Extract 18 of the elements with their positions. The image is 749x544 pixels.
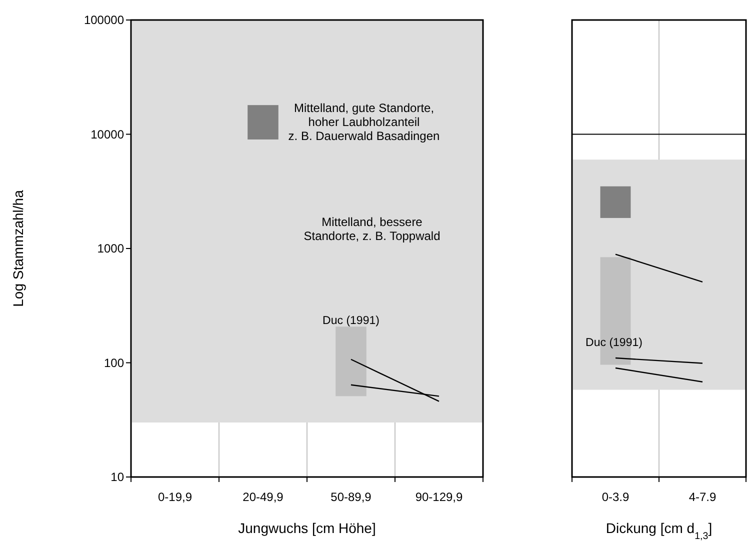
annotation: Duc (1991)	[586, 337, 643, 349]
x-tick-label: 0-3.9	[602, 490, 630, 504]
x-tick-label: 20-49,9	[242, 490, 284, 504]
y-tick-label: 100	[104, 356, 124, 370]
y-tick-label: 10	[110, 470, 124, 484]
y-tick-label: 1000	[97, 242, 124, 256]
x-tick-label: 4-7.9	[688, 490, 716, 504]
x-tick-label: 90-129,9	[415, 490, 464, 504]
x-tick-label: 0-19,9	[158, 490, 192, 504]
x-axis-title: Dickung [cm d$_{1,3}$]	[606, 520, 712, 542]
y-tick-label: 10000	[90, 127, 124, 142]
annotation: Mittelland, bessere Standorte, z. B. Toppwald	[304, 215, 440, 243]
x-tick-label: 50-89,9	[330, 490, 372, 504]
annotation: Duc (1991)	[322, 315, 380, 327]
x-axis-title: Jungwuchs [cm Höhe]	[238, 520, 376, 536]
y-tick-label: 100000	[84, 13, 124, 27]
annotation: Mittelland, gute Standorte, hoher Laubholzanteil z. B. Dauerwald Basadingen	[288, 101, 440, 143]
y-axis-title: Log Stammzahl/ha	[10, 190, 26, 307]
